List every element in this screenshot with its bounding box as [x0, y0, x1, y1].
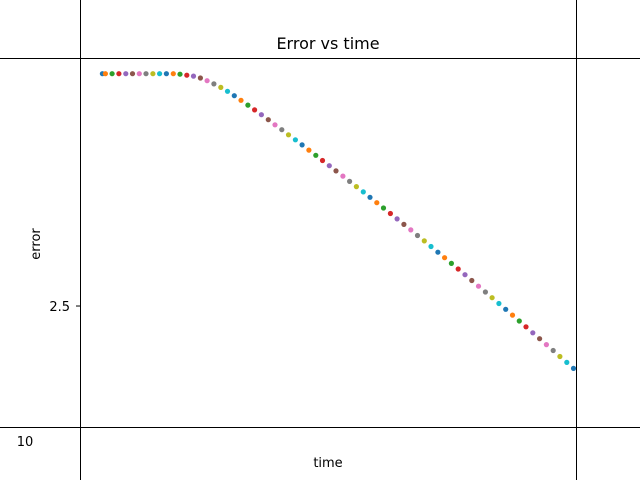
data-point	[184, 72, 190, 78]
data-point	[102, 71, 108, 77]
data-point	[564, 359, 570, 365]
data-point	[448, 260, 454, 266]
data-point	[408, 227, 414, 233]
data-point	[503, 306, 509, 312]
data-point	[197, 75, 203, 81]
data-point	[360, 189, 366, 195]
data-point	[387, 210, 393, 217]
data-point	[231, 93, 237, 99]
data-point	[157, 71, 163, 77]
ticks: 2.5 10	[17, 300, 80, 450]
data-point	[374, 200, 380, 206]
data-point	[170, 71, 176, 77]
data-point	[109, 71, 115, 77]
data-point	[428, 243, 434, 250]
data-points	[99, 71, 577, 371]
data-point	[516, 318, 522, 324]
data-point	[333, 168, 339, 174]
data-point	[224, 88, 231, 94]
data-point	[340, 173, 346, 179]
data-point	[258, 112, 264, 118]
data-point	[136, 71, 142, 77]
data-point	[163, 71, 169, 77]
data-point	[462, 272, 468, 278]
data-point	[190, 73, 197, 79]
data-point	[245, 102, 251, 108]
data-point	[414, 232, 421, 239]
data-point	[292, 137, 298, 143]
data-point	[380, 205, 387, 211]
data-point	[543, 342, 550, 348]
data-point	[211, 81, 217, 87]
data-point	[557, 353, 563, 360]
data-point	[319, 157, 326, 164]
data-point	[401, 221, 407, 227]
data-point	[313, 152, 319, 158]
data-point	[143, 71, 149, 77]
data-point	[299, 142, 305, 148]
data-point	[238, 97, 244, 103]
data-point	[272, 122, 278, 128]
data-point	[218, 84, 224, 90]
data-point	[204, 78, 210, 84]
data-point	[537, 336, 543, 342]
chart-title: Error vs time	[276, 34, 379, 53]
data-point	[285, 132, 292, 138]
data-point	[421, 238, 427, 244]
data-point	[123, 71, 129, 77]
data-point	[177, 71, 183, 77]
y-tick-label: 2.5	[49, 300, 70, 315]
data-point	[469, 277, 475, 284]
y-axis-label: error	[29, 228, 44, 260]
data-point	[489, 295, 495, 301]
data-point	[442, 255, 448, 261]
data-point	[347, 178, 353, 184]
data-point	[455, 266, 461, 272]
data-point	[306, 147, 312, 153]
data-point	[570, 365, 577, 371]
data-point	[482, 289, 488, 295]
data-point	[265, 117, 271, 123]
data-point	[496, 300, 502, 307]
data-point	[353, 184, 359, 190]
data-point	[367, 194, 373, 200]
data-point	[129, 71, 136, 77]
data-point	[523, 324, 529, 330]
data-point	[326, 163, 332, 169]
data-point	[394, 216, 400, 222]
data-point	[116, 71, 122, 77]
x-tick-label: 10	[17, 435, 34, 450]
data-point	[252, 107, 258, 113]
x-axis-label: time	[313, 456, 342, 471]
data-point	[530, 330, 536, 336]
data-point	[435, 249, 441, 255]
data-point	[475, 283, 482, 289]
data-point	[509, 312, 516, 318]
data-point	[279, 127, 285, 133]
data-point	[550, 347, 556, 354]
data-point	[150, 71, 156, 77]
